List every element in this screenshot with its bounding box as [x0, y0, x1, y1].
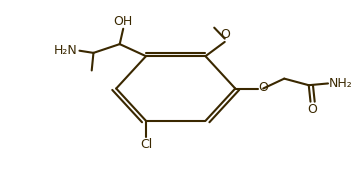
Text: Cl: Cl	[140, 138, 152, 151]
Text: H₂N: H₂N	[54, 44, 78, 57]
Text: NH₂: NH₂	[329, 77, 353, 90]
Text: OH: OH	[113, 15, 133, 28]
Text: O: O	[220, 28, 230, 41]
Text: O: O	[259, 81, 268, 94]
Text: O: O	[308, 103, 318, 116]
